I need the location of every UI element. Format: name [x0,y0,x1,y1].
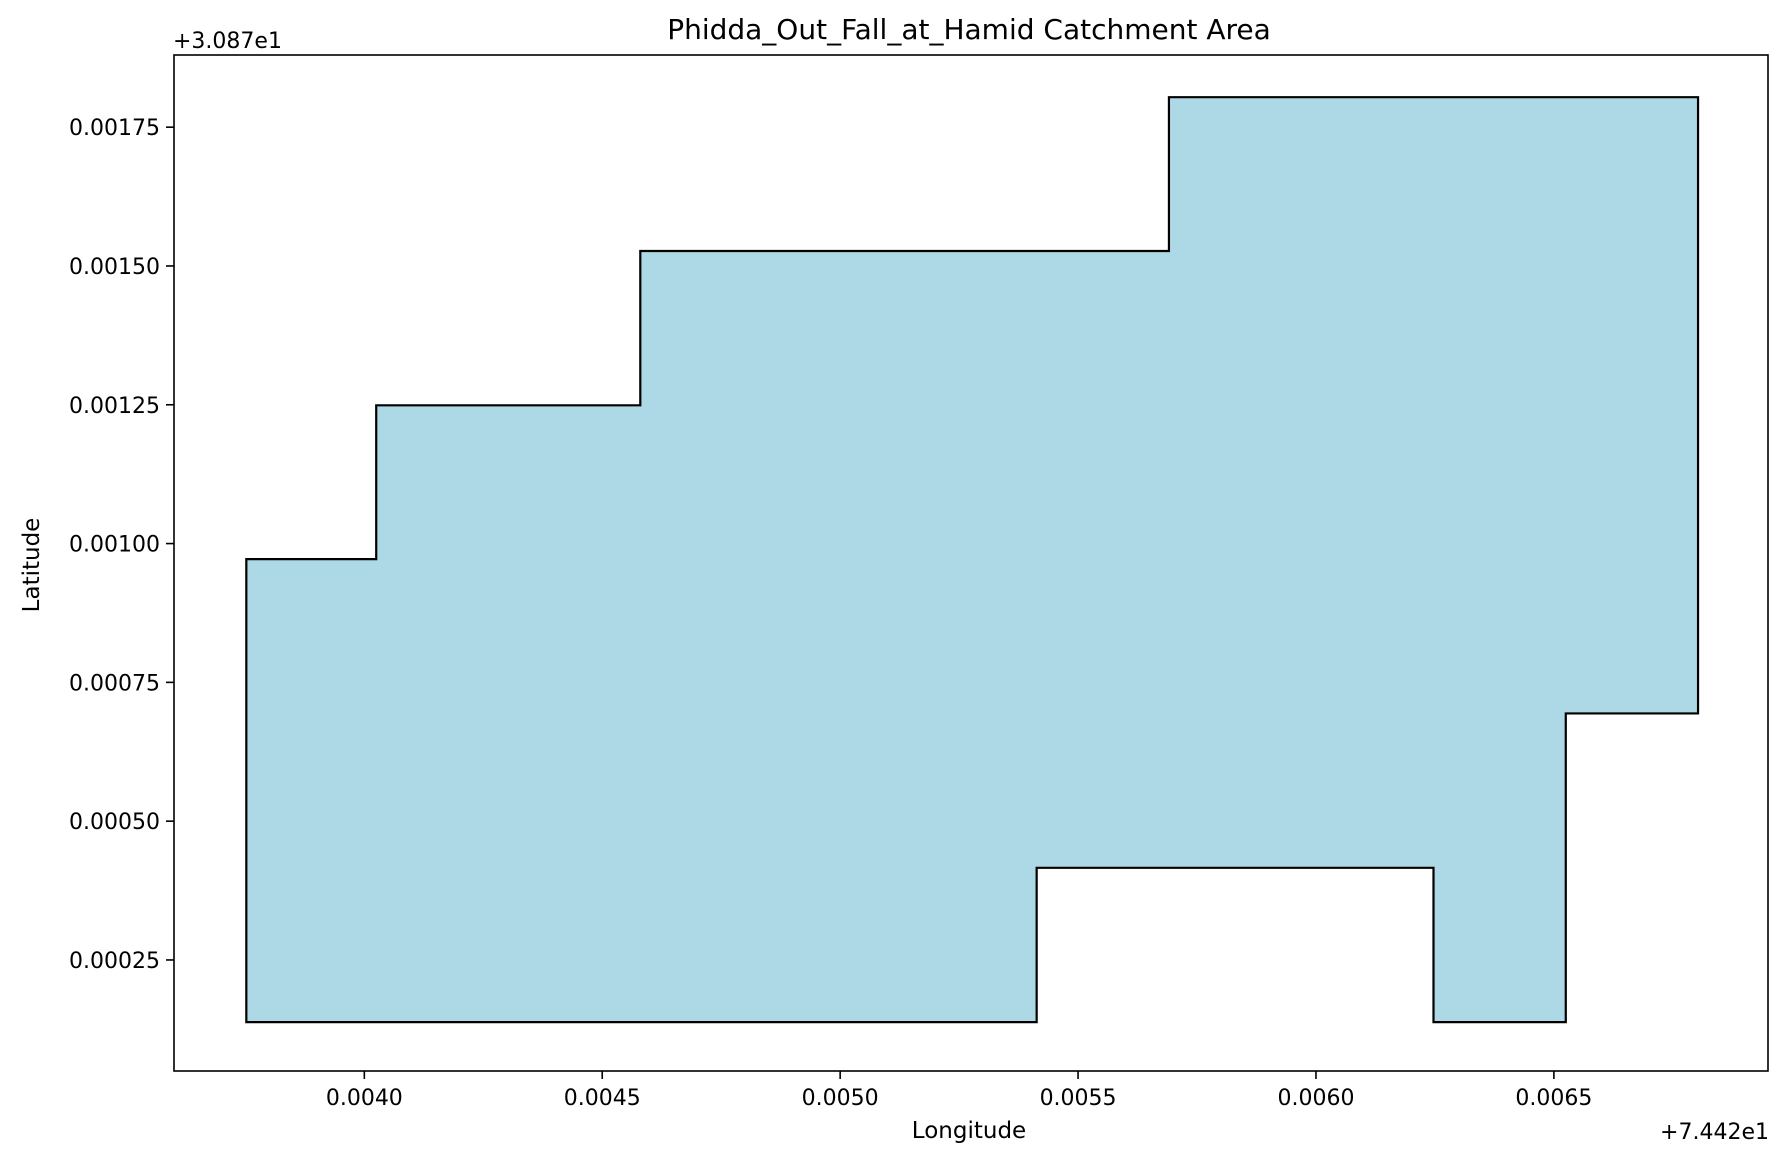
x-tick-label: 0.0040 [326,1086,403,1111]
catchment-polygon [245,96,1700,1024]
plot-area [245,96,1700,1024]
y-tick-label: 0.00050 [69,810,160,835]
y-tick-label: 0.00075 [69,671,160,696]
x-tick-label: 0.0065 [1515,1086,1592,1111]
x-tick-label: 0.0045 [564,1086,641,1111]
y-tick-label: 0.00100 [69,533,160,558]
axis-ticks: 0.0040 0.0045 0.0050 0.0055 0.0060 0.0065 0.00… [69,116,1592,1111]
y-axis-offset-label: +3.087e1 [173,29,282,54]
y-axis-label: Latitude [19,518,45,613]
x-tick-label: 0.0060 [1277,1086,1354,1111]
y-tick-label: 0.00125 [69,394,160,419]
chart-title: Phidda_Out_Fall_at_Hamid Catchment Area [667,13,1271,46]
y-tick-label: 0.00175 [69,116,160,141]
x-axis-label: Longitude [912,1118,1026,1144]
axes-frame [173,54,1769,1072]
y-tick-label: 0.00150 [69,255,160,280]
y-tick-label: 0.00025 [69,949,160,974]
x-tick-label: 0.0050 [802,1086,879,1111]
x-tick-label: 0.0055 [1040,1086,1117,1111]
x-axis-offset-label: +7.442e1 [1660,1120,1769,1145]
